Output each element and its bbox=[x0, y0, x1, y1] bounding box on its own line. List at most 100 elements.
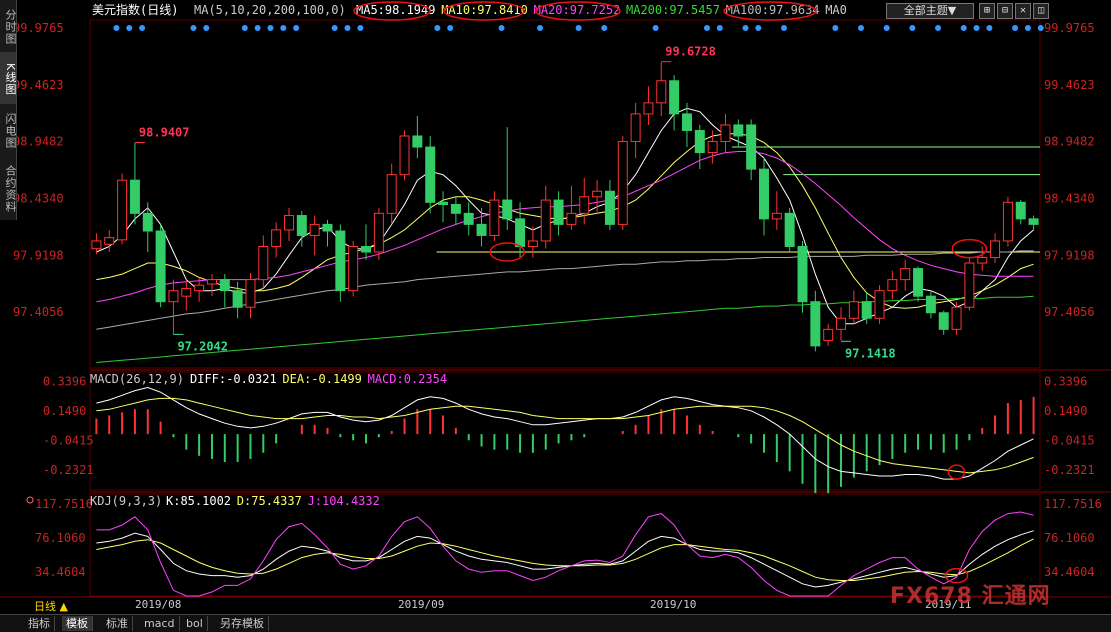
candle-up bbox=[399, 135, 410, 176]
candle-up bbox=[990, 240, 1001, 259]
panel-frame bbox=[89, 371, 1041, 491]
side-tab-contract[interactable]: 合约资料 bbox=[0, 156, 17, 220]
event-dot bbox=[1024, 25, 1031, 31]
price-axis: 99.9765 99.9765 99.4623 99.4623 98.9482 98.94… bbox=[13, 21, 1102, 611]
event-dot bbox=[254, 25, 261, 31]
candle-up bbox=[91, 240, 102, 250]
macd-tick-label-left: -0.0415 bbox=[43, 434, 94, 448]
macd-tick-label-right: -0.2321 bbox=[1044, 463, 1095, 477]
event-dot bbox=[139, 25, 146, 31]
macd-value: MACD:0.2354 bbox=[368, 372, 447, 386]
candle-down bbox=[797, 245, 808, 303]
kdj-tick-label-left: 117.7516 bbox=[35, 497, 93, 511]
candle-up bbox=[117, 179, 128, 241]
event-dot bbox=[267, 25, 274, 31]
y-tick-label-right: 98.9482 bbox=[1044, 135, 1095, 149]
panel-frame bbox=[89, 493, 1041, 597]
candle-up bbox=[951, 306, 962, 330]
side-tab-flash[interactable]: 闪电图 bbox=[0, 104, 17, 156]
event-dot bbox=[113, 25, 120, 31]
period-selector[interactable]: 日线 ▲ bbox=[34, 600, 68, 613]
candle-up bbox=[656, 80, 667, 104]
candle-down bbox=[913, 268, 924, 297]
candle-down bbox=[681, 113, 692, 131]
candle-up bbox=[566, 212, 577, 225]
macd-value: DEA:-0.1499 bbox=[282, 372, 361, 386]
kdj-tick-label-right: 34.4604 bbox=[1044, 565, 1095, 579]
y-tick-label-left: 99.9765 bbox=[13, 21, 64, 35]
candle-down bbox=[412, 135, 423, 148]
macd-tick-label-left: 0.1490 bbox=[43, 404, 86, 418]
kdj-k-line bbox=[96, 530, 1034, 588]
ma-value-label: MA10:97.8410 bbox=[441, 3, 528, 17]
candle-down bbox=[604, 190, 615, 225]
candle-up bbox=[348, 245, 359, 292]
ma-value-label: MA100:97.9634 bbox=[726, 3, 820, 17]
tab-standard[interactable]: 标准 bbox=[102, 616, 133, 631]
candle-up bbox=[643, 102, 654, 115]
tab-indicator[interactable]: 指标 bbox=[24, 616, 55, 631]
tab-macd[interactable]: macd bbox=[140, 616, 180, 631]
candle-up bbox=[823, 328, 834, 341]
event-dot bbox=[909, 25, 916, 31]
candle-down bbox=[142, 212, 153, 232]
tab-template[interactable]: 模板 bbox=[62, 616, 93, 631]
event-dot bbox=[652, 25, 659, 31]
x-tick-label: 2019/09 bbox=[398, 598, 444, 611]
macd-tick-label-right: 0.3396 bbox=[1044, 374, 1087, 388]
kdj-label: KDJ(9,3,3) bbox=[90, 494, 162, 508]
event-dot bbox=[190, 25, 197, 31]
candle-up bbox=[1002, 201, 1013, 242]
highlight-circle bbox=[535, 1, 621, 21]
candle-down bbox=[322, 223, 333, 232]
candle-up bbox=[630, 113, 641, 143]
y-tick-label-right: 97.9198 bbox=[1044, 248, 1095, 262]
bottom-toolbar: 指标 模板 标准 macd bol 另存模板 bbox=[0, 614, 1111, 632]
candle-up bbox=[540, 199, 551, 242]
candle-down bbox=[438, 201, 449, 205]
price-annotation: 97.2042 bbox=[177, 339, 228, 353]
candle-down bbox=[938, 312, 949, 330]
minimize-button[interactable]: ⊟ bbox=[997, 3, 1013, 19]
event-dot bbox=[203, 25, 210, 31]
side-tab-timeshare[interactable]: 分时图 bbox=[0, 0, 17, 52]
event-dot bbox=[126, 25, 133, 31]
kdj-value: D:75.4337 bbox=[237, 494, 302, 508]
ma-value-label: MA20:97.7252 bbox=[534, 3, 621, 17]
restore-button[interactable]: ◫ bbox=[1033, 3, 1049, 19]
macd-label: MACD(26,12,9) bbox=[90, 372, 184, 386]
x-tick-label: 2019/08 bbox=[135, 598, 181, 611]
candle-down bbox=[758, 168, 769, 220]
side-tab-kline[interactable]: K线图 bbox=[0, 52, 17, 104]
theme-select[interactable]: 全部主题▼ bbox=[886, 3, 974, 19]
candle-up bbox=[104, 237, 115, 245]
candle-down bbox=[515, 218, 526, 247]
y-tick-label-right: 99.4623 bbox=[1044, 78, 1095, 92]
event-dot bbox=[973, 25, 980, 31]
candle-down bbox=[861, 301, 872, 319]
kdj-value: J:104.4332 bbox=[308, 494, 380, 508]
grid-layout-button[interactable]: ⊞ bbox=[979, 3, 995, 19]
event-dot bbox=[241, 25, 248, 31]
candle-down bbox=[694, 129, 705, 154]
candle-down bbox=[425, 146, 436, 203]
ma-value-label: MA5:98.1949 bbox=[356, 3, 435, 17]
candle-down bbox=[155, 230, 166, 303]
price-annotation: 99.6728 bbox=[665, 45, 716, 59]
event-dot bbox=[703, 25, 710, 31]
tab-bol[interactable]: bol bbox=[182, 616, 208, 631]
event-dot bbox=[755, 25, 762, 31]
event-dot bbox=[1012, 25, 1019, 31]
x-tick-label: 2019/10 bbox=[650, 598, 696, 611]
macd-tick-label-right: -0.0415 bbox=[1044, 434, 1095, 448]
macd-tick-label-left: 0.3396 bbox=[43, 374, 86, 388]
candle-down bbox=[232, 290, 243, 308]
candle-up bbox=[592, 190, 603, 198]
candle-up bbox=[900, 268, 911, 281]
macd-tick-label-left: -0.2321 bbox=[43, 463, 94, 477]
event-dot bbox=[742, 25, 749, 31]
close-button[interactable]: ✕ bbox=[1015, 3, 1031, 19]
tab-save-template[interactable]: 另存模板 bbox=[216, 616, 269, 631]
highlight-circle bbox=[951, 238, 988, 259]
